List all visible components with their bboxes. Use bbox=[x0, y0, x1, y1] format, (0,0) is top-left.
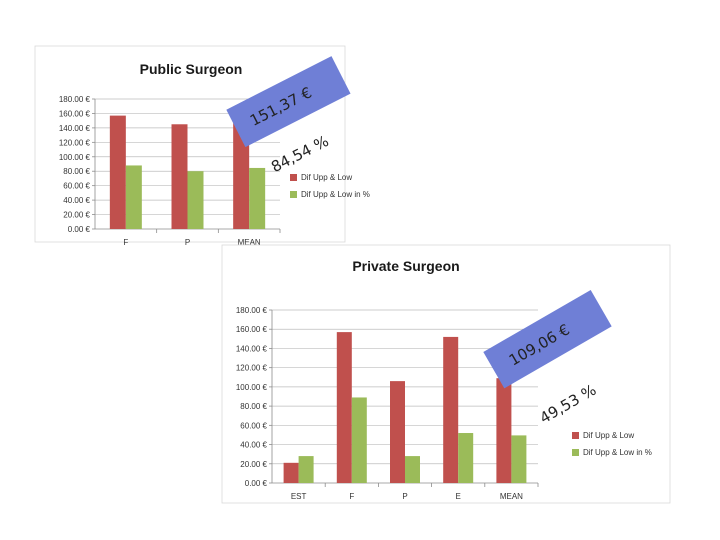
public-ytick-label: 180.00 € bbox=[59, 95, 91, 104]
private-bar-dif-mean bbox=[496, 378, 512, 483]
private-bar-pct-p bbox=[405, 456, 420, 483]
private-ytick-label: 80.00 € bbox=[240, 402, 267, 411]
private-bar-dif-est bbox=[283, 462, 299, 483]
private-ytick-label: 160.00 € bbox=[236, 325, 268, 334]
private-category-label: MEAN bbox=[500, 492, 523, 501]
private-chart-plot: 0.00 € 20.00 € 40.00 € 60.00 € 80.00 € 100.00… bbox=[236, 306, 652, 501]
public-legend-swatch bbox=[290, 174, 297, 181]
private-ytick-label: 40.00 € bbox=[240, 441, 267, 450]
private-legend-swatch bbox=[572, 449, 579, 456]
private-category-label: P bbox=[402, 492, 407, 501]
private-ytick-label: 20.00 € bbox=[240, 460, 267, 469]
public-bar-dif-p bbox=[171, 124, 188, 229]
private-category-label: F bbox=[349, 492, 354, 501]
private-bar-dif-f bbox=[336, 332, 352, 483]
public-ytick-label: 120.00 € bbox=[59, 138, 91, 147]
public-ytick-label: 100.00 € bbox=[59, 153, 91, 162]
public-bar-dif-mean bbox=[233, 119, 250, 229]
private-legend-label: Dif Upp & Low bbox=[583, 431, 634, 440]
public-legend-swatch bbox=[290, 191, 297, 198]
public-bar-pct-p bbox=[187, 171, 204, 229]
private-bar-pct-e bbox=[458, 433, 474, 483]
public-ytick-label: 40.00 € bbox=[63, 196, 90, 205]
private-bar-dif-p bbox=[390, 381, 405, 483]
private-legend-swatch bbox=[572, 432, 579, 439]
private-ytick-label: 120.00 € bbox=[236, 364, 268, 373]
public-bar-pct-mean bbox=[249, 167, 266, 229]
private-chart-title: Private Surgeon bbox=[352, 258, 459, 274]
public-ytick-label: 80.00 € bbox=[63, 167, 90, 176]
public-ytick-label: 60.00 € bbox=[63, 182, 90, 191]
public-chart-plot: 0.00 € 20.00 € 40.00 € 60.00 € 80.00 € 100.00… bbox=[59, 95, 370, 247]
private-legend-label: Dif Upp & Low in % bbox=[583, 448, 652, 457]
public-ytick-label: 140.00 € bbox=[59, 124, 91, 133]
public-banner-shape bbox=[226, 56, 351, 148]
public-bar-pct-f bbox=[125, 165, 142, 229]
private-category-label: E bbox=[456, 492, 461, 501]
public-legend-label: Dif Upp & Low in % bbox=[301, 190, 370, 199]
public-category-label: F bbox=[123, 238, 128, 247]
private-bar-pct-mean bbox=[511, 435, 527, 483]
private-banner-shape bbox=[483, 289, 612, 389]
private-ytick-label: 180.00 € bbox=[236, 306, 268, 315]
public-ytick-label: 20.00 € bbox=[63, 211, 90, 220]
public-chart-title: Public Surgeon bbox=[140, 61, 243, 77]
public-category-label: P bbox=[185, 238, 190, 247]
private-bar-dif-e bbox=[443, 336, 459, 483]
public-category-label: MEAN bbox=[238, 238, 261, 247]
private-ytick-label: 100.00 € bbox=[236, 383, 268, 392]
private-bar-pct-f bbox=[351, 397, 367, 483]
private-category-label: EST bbox=[291, 492, 307, 501]
private-bar-pct-est bbox=[298, 456, 314, 483]
public-legend-label: Dif Upp & Low bbox=[301, 173, 352, 182]
public-bar-dif-f bbox=[109, 115, 126, 229]
private-ytick-label: 0.00 € bbox=[245, 479, 268, 488]
public-ytick-label: 0.00 € bbox=[68, 225, 91, 234]
private-ytick-label: 60.00 € bbox=[240, 421, 267, 430]
private-ytick-label: 140.00 € bbox=[236, 344, 268, 353]
public-ytick-label: 160.00 € bbox=[59, 109, 91, 118]
